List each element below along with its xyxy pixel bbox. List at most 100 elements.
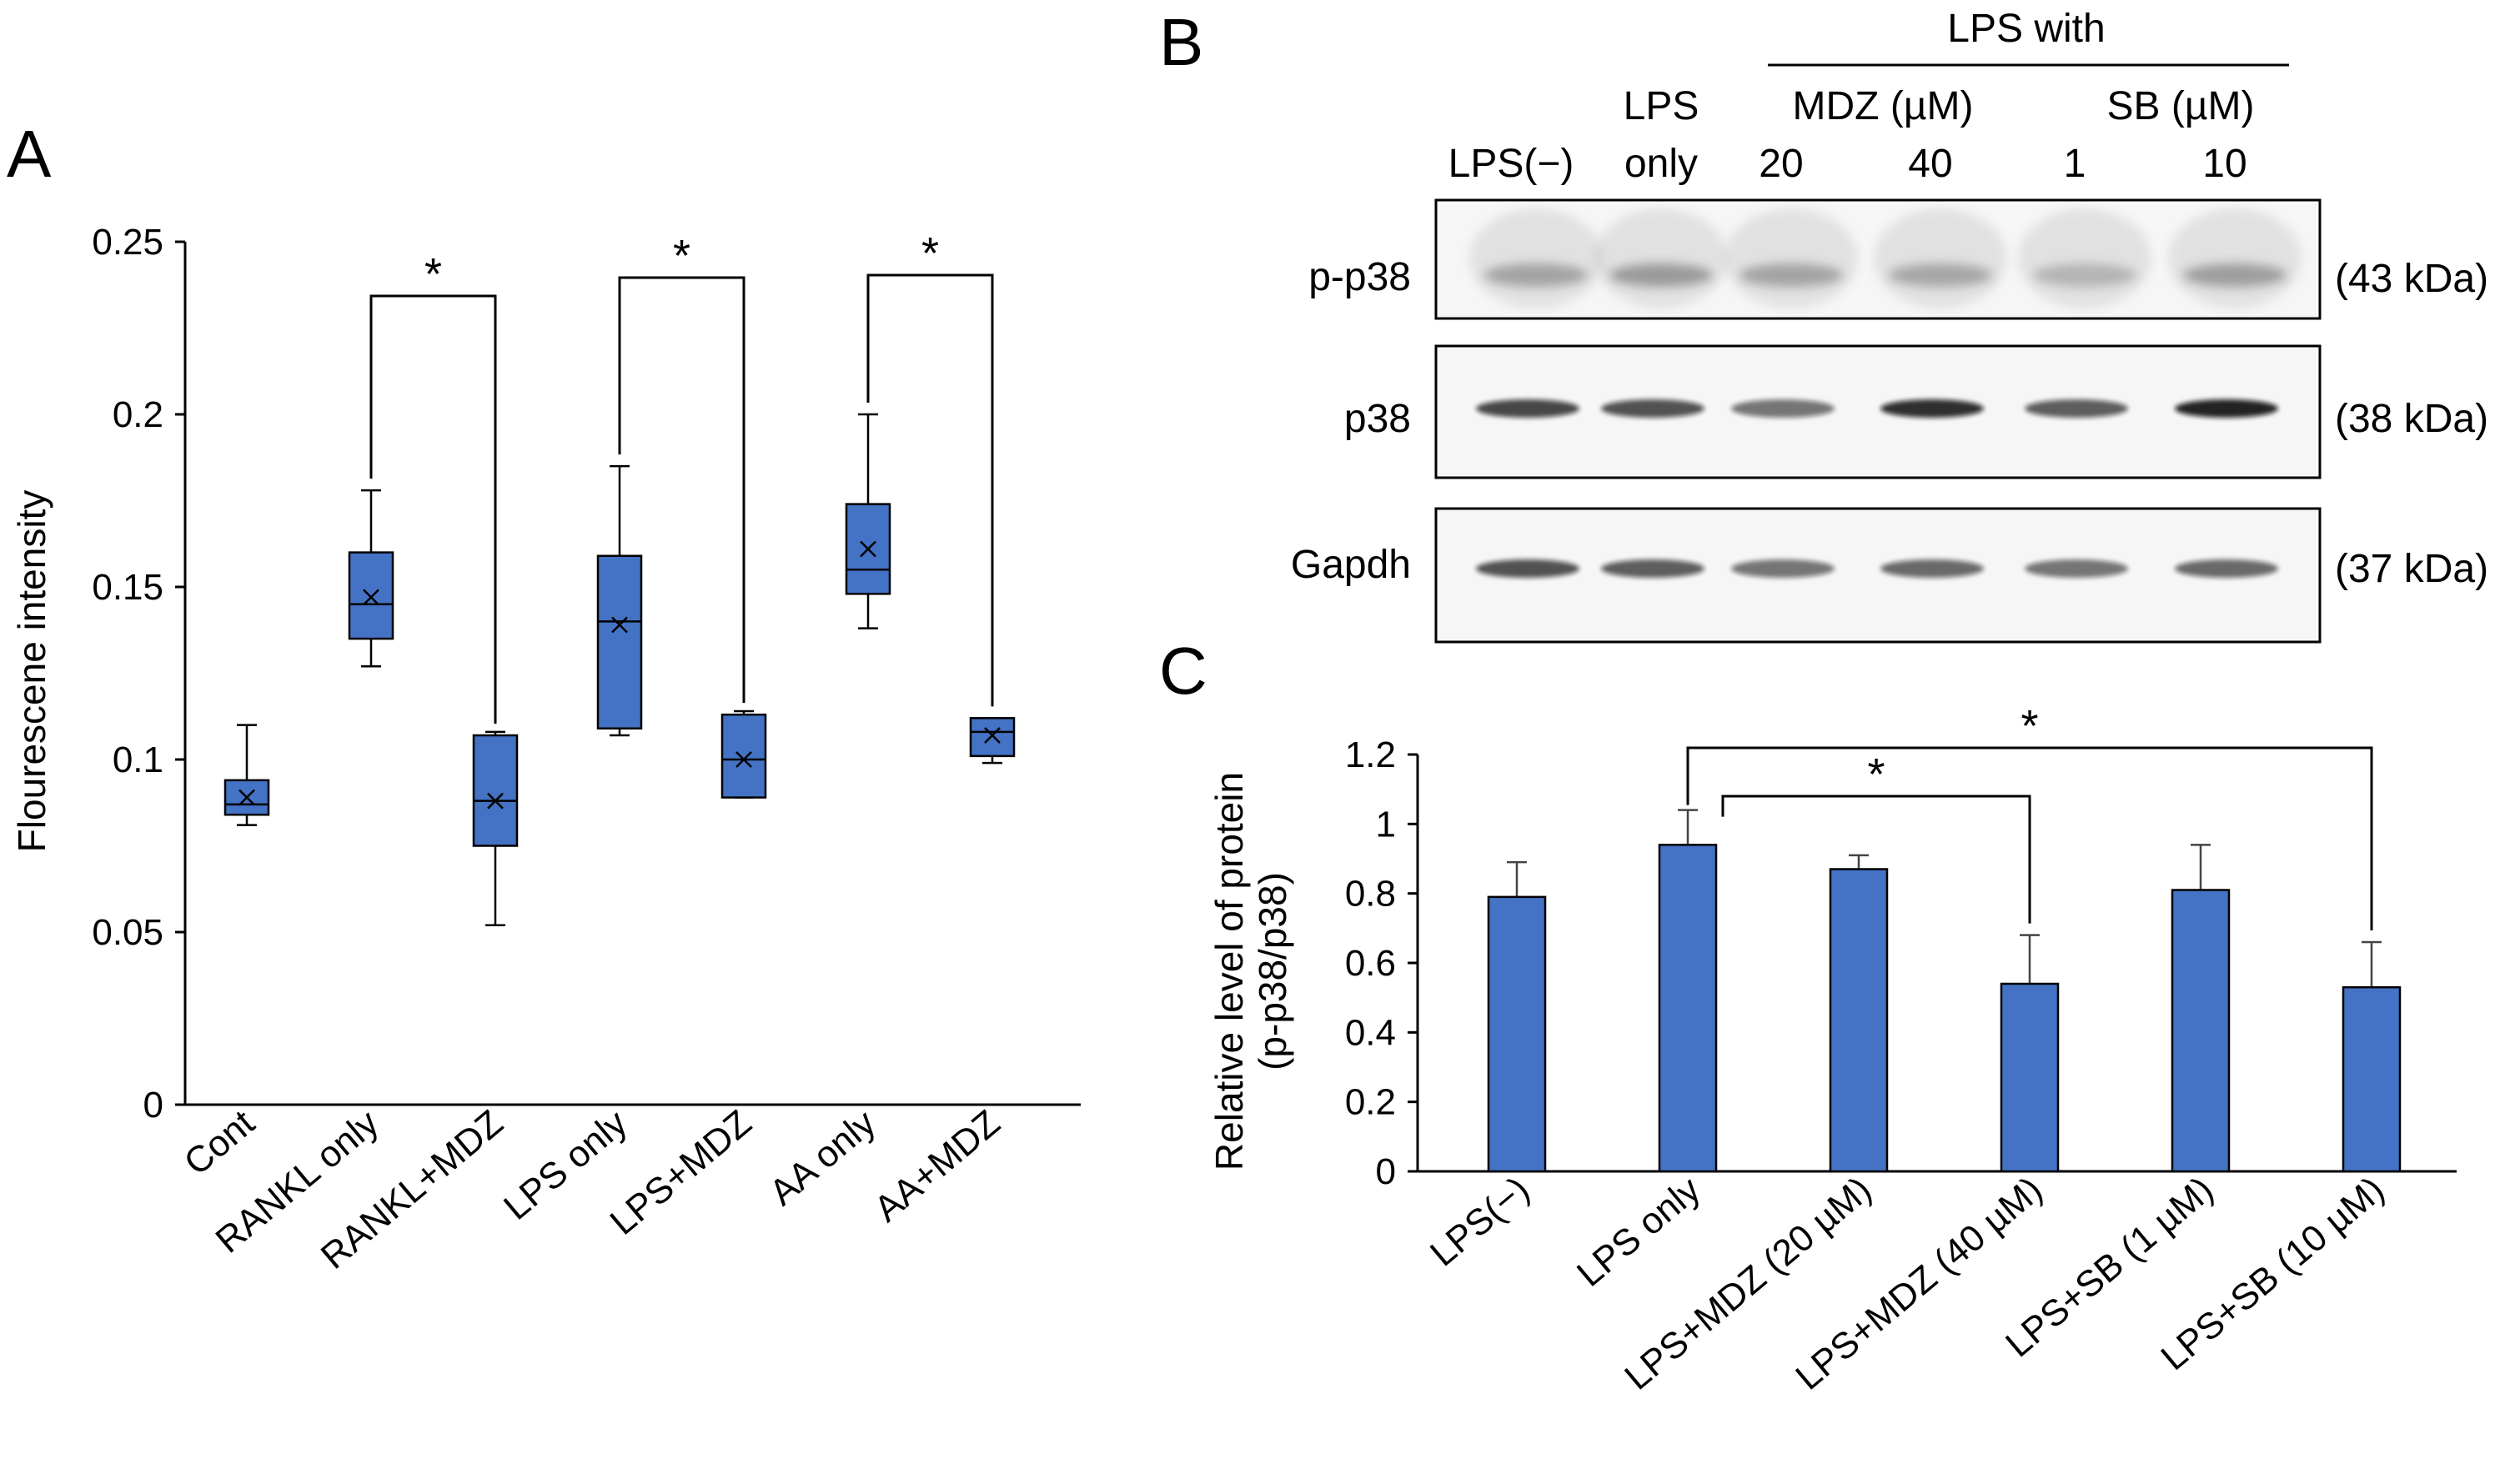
significance-star: * — [921, 228, 939, 278]
wb-band — [1476, 559, 1579, 578]
wb-band — [1609, 263, 1713, 287]
panel-a-category-label: AA+MDZ — [866, 1102, 1007, 1230]
wb-band-smear — [2168, 208, 2302, 308]
wb-header-lps-with: LPS with — [1947, 7, 2105, 51]
box-iqr — [596, 554, 643, 729]
bar — [2000, 982, 2060, 1173]
wb-band — [1601, 559, 1704, 578]
panel-label-c: C — [1159, 634, 1207, 708]
panel-label-b: B — [1159, 5, 1203, 79]
bar — [2342, 985, 2402, 1173]
wb-band — [1739, 263, 1843, 287]
bar-group — [2171, 844, 2231, 1173]
box-mean-marker — [363, 589, 379, 606]
wb-row-label: Gapdh — [1291, 543, 1411, 587]
box-lps-mdz — [720, 709, 767, 799]
box-aa-only — [845, 413, 891, 629]
wb-membrane — [1434, 344, 2322, 479]
panel-a-category-label: Cont — [177, 1102, 263, 1183]
box-aa-mdz — [969, 717, 1016, 765]
bar — [1829, 868, 1889, 1173]
bar-group — [1487, 860, 1547, 1173]
wb-lane-lps-only-line1: LPS — [1624, 84, 1699, 128]
bar — [2171, 889, 2231, 1173]
wb-band-smear — [1594, 208, 1728, 308]
panel-a-box-plot: Flourescene intensity 0 0.05 0.1 0.15 0.2 0.2… — [10, 222, 1081, 1277]
significance-bracket: * — [618, 231, 745, 704]
wb-membrane — [1434, 507, 2322, 644]
box-mean-marker — [984, 727, 1001, 744]
panel-c-y-tick-label: 0 — [1376, 1151, 1396, 1192]
box-rankl-only — [348, 489, 394, 668]
wb-lane-dose-label: 40 — [1908, 142, 1952, 186]
significance-star: * — [1867, 750, 1885, 800]
wb-lane-lps-only-line2: only — [1624, 142, 1698, 186]
significance-bracket: * — [1721, 750, 2031, 924]
panel-c-y-tick-label: 0.4 — [1345, 1012, 1396, 1053]
box-iqr — [472, 734, 519, 847]
bar-group — [1658, 809, 1718, 1173]
significance-bracket: * — [1686, 701, 2373, 930]
wb-row-p-p38: p-p38 (43 kDa) — [1308, 198, 2488, 320]
significance-star: * — [424, 249, 442, 299]
wb-band — [1889, 263, 1992, 287]
panel-c-y-tick-label: 0.2 — [1345, 1082, 1396, 1123]
wb-band — [1484, 263, 1588, 287]
panel-a-y-tick-label: 0.2 — [113, 394, 163, 435]
bar — [1487, 895, 1547, 1173]
wb-band — [1880, 559, 1984, 578]
panel-c-category-label: LPS(−) — [1423, 1169, 1537, 1274]
wb-lane-dose-label: 20 — [1759, 142, 1803, 186]
panel-a-y-tick-label: 0 — [143, 1085, 163, 1126]
box-mean-marker — [735, 751, 752, 768]
wb-row-kda: (38 kDa) — [2335, 397, 2488, 441]
panel-b-western-blot: LPS with MDZ (µM) SB (µM) LPS(−) LPS onl… — [1291, 7, 2488, 644]
box-iqr — [348, 551, 394, 640]
wb-band — [2025, 399, 2128, 418]
box-mean-marker — [611, 616, 628, 634]
wb-row-label: p-p38 — [1308, 255, 1411, 299]
wb-lane-dose-label: 1 — [2064, 142, 2086, 186]
box-iqr — [720, 713, 767, 799]
panel-a-y-tick-label: 0.25 — [92, 222, 163, 263]
bar-group — [2342, 940, 2402, 1173]
wb-band — [2175, 399, 2278, 418]
box-mean-marker — [487, 792, 504, 810]
panel-c-y-tick-label: 1.2 — [1345, 734, 1396, 775]
wb-row-label: p38 — [1344, 397, 1411, 441]
wb-row-p38: p38 (38 kDa) — [1344, 344, 2488, 479]
panel-c-y-axis-label-line2: (p-p38/p38) — [1251, 872, 1294, 1070]
wb-row-kda: (43 kDa) — [2335, 257, 2488, 301]
box-mean-marker — [860, 540, 876, 558]
panel-c-category-label: LPS only — [1569, 1169, 1708, 1295]
wb-group-sb: SB (µM) — [2107, 84, 2255, 128]
wb-band — [2183, 263, 2287, 287]
wb-row-gapdh: Gapdh (37 kDa) — [1291, 507, 2488, 644]
box-rankl-mdz — [472, 730, 519, 926]
panel-a-category-label: AA only — [762, 1102, 884, 1213]
wb-band-smear — [1724, 208, 1858, 308]
panel-c-bar-chart: Relative level of protein (p-p38/p38) 0 0… — [1207, 701, 2457, 1398]
wb-band — [1601, 399, 1704, 418]
wb-band-smear — [1874, 208, 2007, 308]
wb-band — [2033, 263, 2136, 287]
wb-band — [2025, 559, 2128, 578]
wb-band — [1880, 399, 1984, 418]
panel-c-y-tick-label: 0.6 — [1345, 943, 1396, 984]
wb-row-kda: (37 kDa) — [2335, 547, 2488, 591]
wb-band-smear — [2018, 208, 2151, 308]
wb-lane-dose-label: 10 — [2202, 142, 2246, 186]
significance-star: * — [2021, 701, 2038, 751]
panel-a-y-tick-label: 0.05 — [92, 912, 163, 953]
wb-band — [2175, 559, 2278, 578]
box-lps-only — [596, 464, 643, 737]
bar — [1658, 844, 1718, 1173]
panel-a-y-tick-label: 0.1 — [113, 739, 163, 780]
panel-a-y-tick-label: 0.15 — [92, 567, 163, 608]
panel-c-y-axis-label-line1: Relative level of protein — [1207, 772, 1251, 1171]
significance-star: * — [673, 231, 690, 281]
box-mean-marker — [238, 789, 255, 806]
box-iqr — [969, 717, 1016, 758]
wb-band-smear — [1469, 208, 1603, 308]
